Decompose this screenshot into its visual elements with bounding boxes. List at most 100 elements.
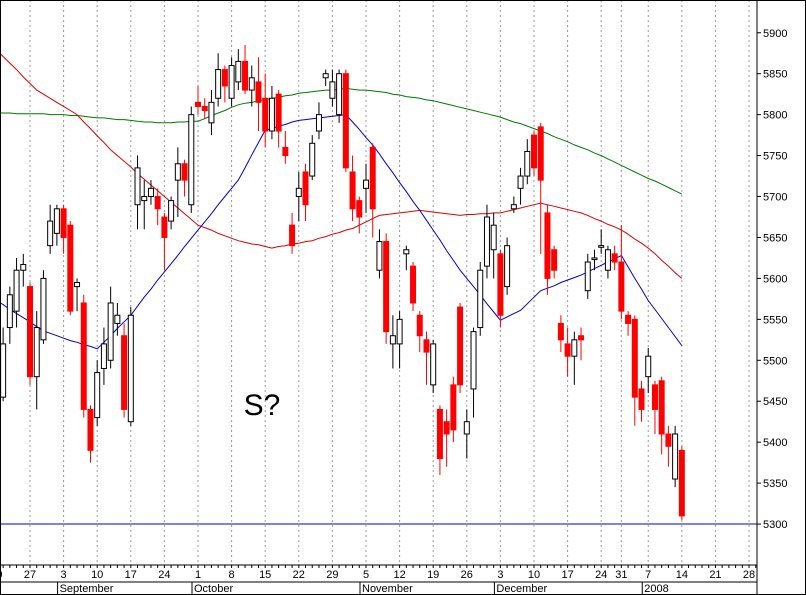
x-tick-label: 26: [461, 569, 473, 581]
annotation: S?: [244, 389, 281, 422]
candle-body: [295, 187, 302, 198]
candle-body: [557, 322, 564, 341]
candle-body: [154, 196, 161, 210]
candle-body: [302, 171, 309, 206]
y-tick-label: 5400: [763, 437, 787, 449]
candle-body: [625, 314, 632, 324]
y-tick-label: 5800: [763, 110, 787, 122]
candle-body: [195, 101, 201, 107]
candle-body: [221, 69, 228, 87]
candle-body: [369, 146, 376, 210]
candle-body: [436, 408, 443, 460]
x-tick-label: 24: [595, 569, 607, 581]
candle-body: [396, 318, 403, 345]
candle-body: [584, 261, 591, 292]
candle-body: [349, 171, 356, 210]
candle-body: [262, 97, 269, 132]
candle-body: [356, 200, 363, 218]
candle-body: [27, 286, 33, 378]
x-tick-label: 31: [615, 569, 627, 581]
candle-body: [483, 216, 490, 267]
y-tick-label: 5550: [763, 314, 787, 326]
candle-body: [181, 163, 188, 181]
candle-body: [470, 331, 477, 390]
x-tick-label: 21: [709, 569, 721, 581]
candle-body: [74, 282, 81, 288]
candle-body: [201, 105, 208, 112]
candle-body: [60, 208, 67, 238]
candle-body: [618, 261, 625, 312]
candle-body: [168, 200, 175, 222]
candle-body: [410, 265, 417, 304]
month-label: 2008: [644, 583, 668, 595]
month-label: November: [362, 583, 413, 595]
plot: [0, 45, 757, 525]
y-tick-label: 5700: [763, 192, 787, 204]
candle-body: [33, 327, 40, 378]
candle-body: [430, 343, 437, 386]
candle-body: [289, 224, 296, 247]
candle-body: [174, 163, 181, 181]
x-tick-label: 24: [158, 569, 170, 581]
y-tick-label: 5750: [763, 151, 787, 163]
x-tick-label: 28: [743, 569, 755, 581]
candle-body: [376, 241, 383, 271]
candle-body: [490, 224, 497, 251]
candle-body: [638, 388, 645, 410]
candle-body: [188, 114, 195, 206]
candle-body: [403, 249, 410, 255]
x-tick-label: 8: [229, 569, 235, 581]
candle-body: [517, 175, 524, 189]
candle-body: [315, 114, 322, 132]
y-tick-label: 5900: [763, 28, 787, 40]
candle-body: [161, 216, 168, 238]
candle-body: [67, 224, 74, 312]
candle-body: [457, 306, 464, 386]
candle-body: [342, 73, 349, 169]
candle-body: [591, 257, 598, 261]
candle-body: [100, 343, 107, 369]
x-tick-label: 10: [528, 569, 540, 581]
candle-body: [13, 269, 20, 312]
candle-body: [0, 343, 7, 398]
candle-body: [611, 253, 618, 263]
x-tick-label: 5: [363, 569, 369, 581]
candle-body: [416, 314, 423, 337]
grid: [29, 0, 750, 565]
candle-body: [551, 249, 558, 271]
candle-body: [248, 77, 255, 91]
month-label: September: [60, 583, 114, 595]
candle-body: [275, 93, 282, 132]
candle-body: [53, 208, 60, 234]
x-tick-label: 14: [676, 569, 688, 581]
moving-average: [0, 52, 683, 279]
y-tick-label: 5500: [763, 355, 787, 367]
candle-body: [242, 60, 249, 91]
y-tick-label: 5350: [763, 478, 787, 490]
candle-body: [604, 249, 611, 271]
candle-body: [658, 380, 665, 435]
candle-body: [537, 126, 544, 181]
x-tick-label: 29: [326, 569, 338, 581]
x-tick-label: 3: [61, 569, 67, 581]
candle-body: [134, 167, 141, 206]
candle-body: [40, 277, 47, 341]
x-tick-label: 15: [259, 569, 271, 581]
x-tick-label: 1: [195, 569, 201, 581]
candle-body: [255, 81, 262, 103]
candle-body: [423, 339, 430, 353]
candle-body: [463, 421, 470, 435]
candle-body: [497, 253, 504, 316]
candle-body: [80, 302, 87, 410]
candle-body: [645, 355, 652, 378]
candle-body: [87, 408, 94, 451]
y-tick-label: 5300: [763, 519, 787, 531]
candle-body: [127, 314, 134, 423]
candle-body: [510, 204, 517, 210]
candle-body: [228, 65, 235, 99]
candle-body: [141, 196, 148, 202]
candle-body: [477, 269, 484, 329]
candle-body: [531, 134, 537, 169]
